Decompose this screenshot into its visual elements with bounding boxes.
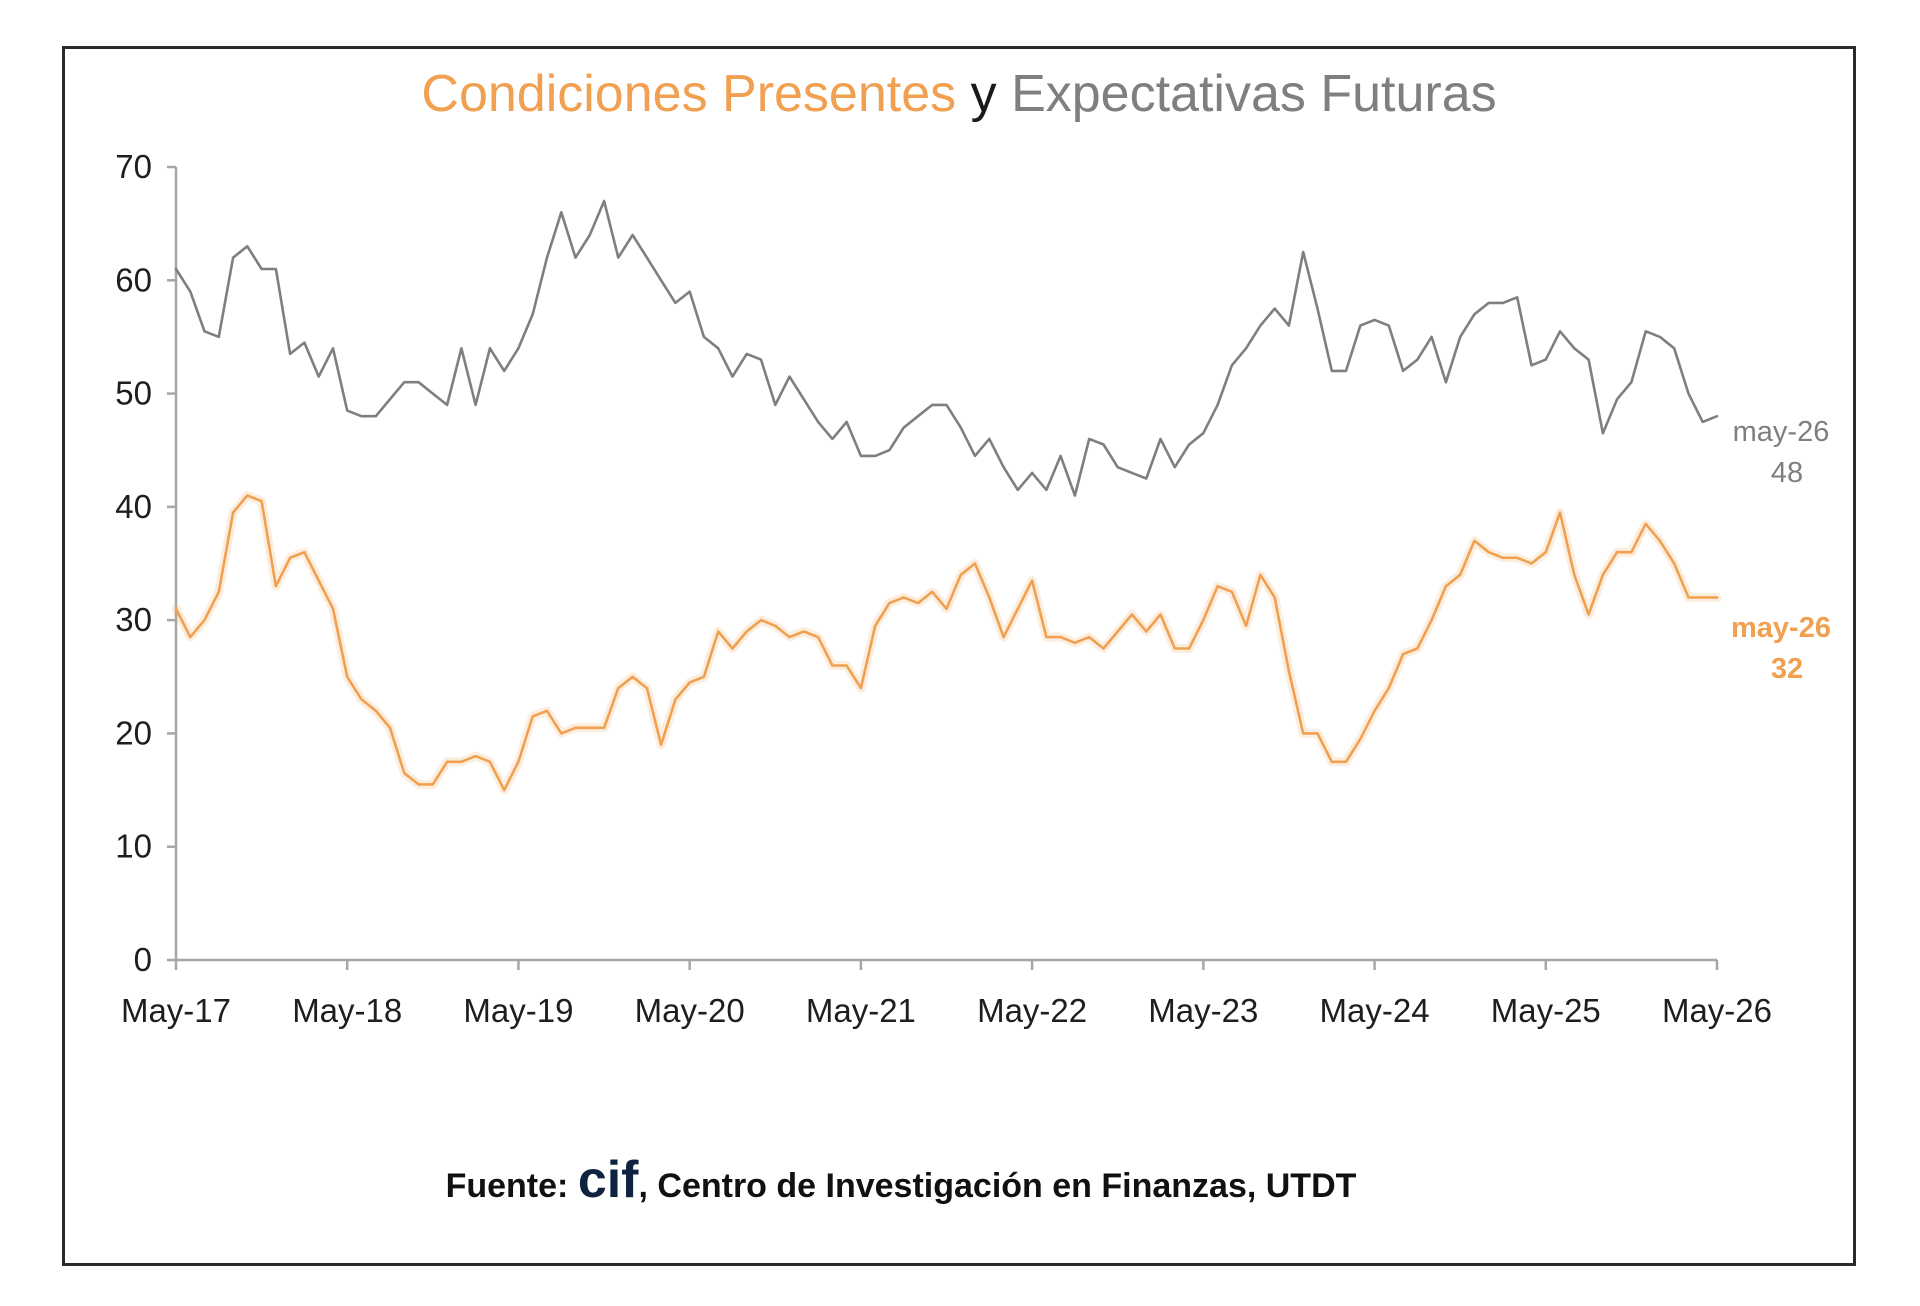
chart-canvas: Condiciones Presentes y Expectativas Fut… [115, 65, 1831, 1209]
x-tick-label: May-23 [1148, 992, 1258, 1029]
y-tick-label: 10 [115, 828, 152, 865]
x-tick-label: May-26 [1662, 992, 1772, 1029]
x-tick-label: May-25 [1491, 992, 1601, 1029]
x-tick-label: May-21 [806, 992, 916, 1029]
title-future: Expectativas Futuras [1011, 65, 1497, 123]
y-tick-label: 20 [115, 714, 152, 751]
plot-area: 0 10 20 30 40 50 60 70 May-17 May-18 May-19 May-20 M… [115, 148, 1772, 1029]
source-prefix: Fuente: [446, 1167, 578, 1205]
end-label-present-period: may-26 [1731, 612, 1831, 644]
x-tick-label: May-18 [292, 992, 402, 1029]
x-tick-label: May-22 [977, 992, 1087, 1029]
end-label-present-value: 32 [1771, 653, 1803, 685]
series-glow-condiciones-presentes [171, 491, 1722, 795]
chart-frame: Condiciones Presentes y Expectativas Fut… [62, 46, 1856, 1266]
source-text: , Centro de Investigación en Finanzas, U… [639, 1167, 1357, 1205]
y-tick-label: 40 [115, 488, 152, 525]
x-tick-label: May-20 [635, 992, 745, 1029]
series-line-expectativas-futuras [174, 199, 1719, 497]
x-tick-label: May-24 [1320, 992, 1430, 1029]
chart-title: Condiciones Presentes y Expectativas Fut… [421, 65, 1496, 123]
y-tick-label: 50 [115, 375, 152, 412]
y-tick-label: 60 [115, 261, 152, 298]
cif-logo: cif [578, 1151, 639, 1209]
series-line-condiciones-presentes [174, 494, 1719, 792]
x-tick-label: May-17 [121, 992, 231, 1029]
x-tick-label: May-19 [463, 992, 573, 1029]
title-connector: y [956, 65, 1011, 123]
y-tick-label: 70 [115, 148, 152, 185]
source-note: Fuente: cif, Centro de Investigación en … [446, 1151, 1357, 1209]
end-label-future-value: 48 [1771, 457, 1803, 489]
y-tick-label: 0 [134, 941, 152, 978]
y-tick-label: 30 [115, 601, 152, 638]
title-present: Condiciones Presentes [421, 65, 956, 123]
end-label-future-period: may-26 [1733, 416, 1830, 448]
